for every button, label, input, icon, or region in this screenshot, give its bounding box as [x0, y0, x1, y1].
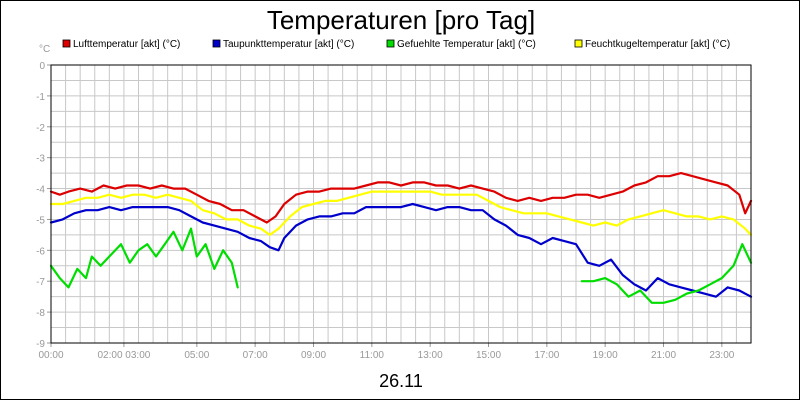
- series-line-3: [49, 190, 753, 236]
- chart-title: Temperaturen [pro Tag]: [267, 5, 535, 35]
- grid: [50, 64, 752, 344]
- series-line-1: [49, 202, 753, 298]
- legend-label-2: Gefuehlte Temperatur [akt] (°C): [397, 39, 536, 50]
- x-axis-ticks: 00:00 02:00 03:00 05:00 07:00 09:00 11:00 13:0…: [38, 343, 735, 361]
- legend-label-0: Lufttemperatur [akt] (°C): [73, 39, 180, 50]
- y-axis-unit: °C: [39, 44, 50, 55]
- legend: Lufttemperatur [akt] (°C) Taupunkttempera…: [62, 39, 730, 50]
- plot-border: [50, 64, 752, 344]
- series-lines: [49, 172, 753, 304]
- x-tick-label: 13:00: [418, 350, 443, 361]
- x-tick-label: 17:00: [534, 350, 559, 361]
- date-label: 26.11: [379, 371, 423, 391]
- y-tick-label: -1: [36, 92, 45, 103]
- legend-swatch-2: [386, 39, 395, 48]
- x-tick-label: 15:00: [476, 350, 501, 361]
- legend-swatch-0: [62, 39, 71, 48]
- legend-label-1: Taupunkttemperatur [akt] (°C): [223, 39, 354, 50]
- legend-label-3: Feuchtkugeltemperatur [akt] (°C): [585, 39, 730, 50]
- y-tick-label: 0: [39, 61, 45, 72]
- series-line-0: [49, 172, 753, 224]
- y-tick-label: -2: [36, 123, 45, 134]
- x-tick-label: 19:00: [593, 350, 618, 361]
- y-tick-label: -4: [36, 185, 45, 196]
- x-tick-label: 05:00: [184, 350, 209, 361]
- x-tick-label: 11:00: [360, 350, 385, 361]
- y-tick-label: -9: [36, 339, 45, 350]
- x-tick-label: 02:00 03:00: [98, 350, 151, 361]
- series-line-2: [580, 243, 753, 304]
- y-tick-label: -7: [36, 277, 45, 288]
- y-axis-ticks: 0 -1 -2 -3 -4 -5 -6 -7 -8 -9: [36, 61, 51, 350]
- y-tick-label: -6: [36, 246, 45, 257]
- y-tick-label: -8: [36, 308, 45, 319]
- x-tick-label: 09:00: [301, 350, 326, 361]
- legend-swatch-3: [574, 39, 583, 48]
- x-tick-label: 00:00: [38, 350, 63, 361]
- x-tick-label: 21:00: [651, 350, 676, 361]
- x-tick-label: 07:00: [243, 350, 268, 361]
- y-tick-label: -3: [36, 154, 45, 165]
- legend-swatch-1: [212, 39, 221, 48]
- series-line-2: [49, 227, 239, 289]
- y-tick-label: -5: [36, 215, 45, 226]
- x-tick-label: 23:00: [709, 350, 734, 361]
